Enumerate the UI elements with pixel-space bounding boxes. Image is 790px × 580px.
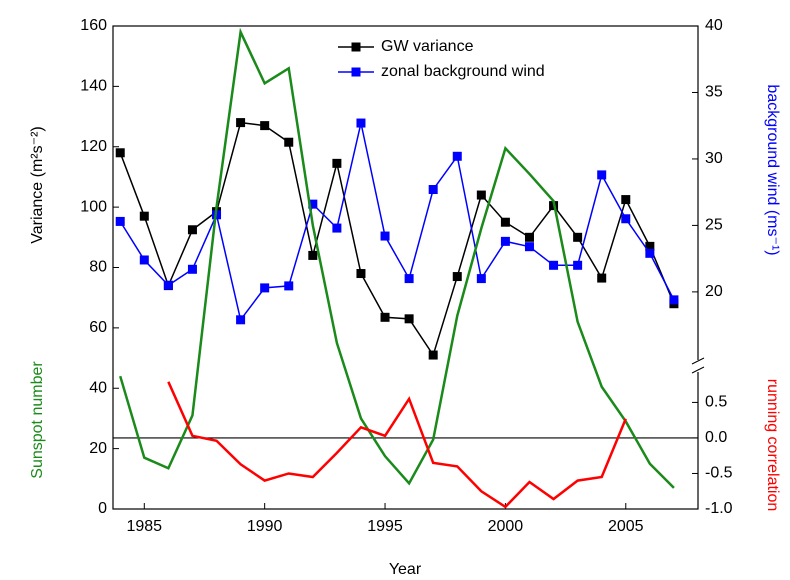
x-tick-label: 2005 xyxy=(608,518,644,535)
marker xyxy=(356,118,366,128)
marker xyxy=(115,148,125,158)
marker xyxy=(500,217,510,227)
y2-tick-label: 20 xyxy=(705,283,723,300)
marker xyxy=(187,264,197,274)
marker xyxy=(452,151,462,161)
y2-tick-label: 35 xyxy=(705,84,723,101)
y2-axis-label: background wind (ms⁻¹) xyxy=(764,84,781,255)
marker xyxy=(332,158,342,168)
marker xyxy=(621,214,631,224)
y3-tick-label: 0.0 xyxy=(705,429,727,446)
marker xyxy=(236,315,246,325)
y-axis-label: Variance (m²s⁻²) xyxy=(29,126,46,244)
y-tick-label: 120 xyxy=(80,138,107,155)
marker xyxy=(308,199,318,209)
marker xyxy=(669,295,679,305)
marker xyxy=(645,248,655,258)
axis-break xyxy=(691,357,705,365)
marker xyxy=(284,281,294,291)
y-tick-label: 40 xyxy=(89,379,107,396)
marker xyxy=(163,280,173,290)
legend-marker xyxy=(351,67,361,77)
marker xyxy=(332,223,342,233)
marker xyxy=(404,274,414,284)
legend-label: zonal background wind xyxy=(381,63,545,80)
marker xyxy=(573,232,583,242)
marker xyxy=(404,314,414,324)
marker xyxy=(139,255,149,265)
y-tick-label: 0 xyxy=(98,500,107,517)
axis-break-gap xyxy=(694,360,704,372)
marker xyxy=(597,273,607,283)
marker xyxy=(621,195,631,205)
marker xyxy=(260,121,270,131)
series-line xyxy=(119,27,675,489)
x-tick-label: 1995 xyxy=(367,518,403,535)
y3-axis-label: running correlation xyxy=(764,379,781,512)
marker xyxy=(139,211,149,221)
marker xyxy=(452,272,462,282)
marker xyxy=(573,260,583,270)
x-axis-label: Year xyxy=(389,561,422,578)
y-tick-label: 60 xyxy=(89,319,107,336)
marker xyxy=(284,137,294,147)
y-tick-label: 80 xyxy=(89,259,107,276)
series-line xyxy=(119,122,675,322)
marker xyxy=(187,225,197,235)
legend-label: GW variance xyxy=(381,38,474,55)
marker xyxy=(380,231,390,241)
x-tick-label: 2000 xyxy=(488,518,524,535)
y2-tick-label: 30 xyxy=(705,150,723,167)
y-axis-label: Sunspot number xyxy=(29,361,46,479)
marker xyxy=(524,232,534,242)
y3-tick-label: -1.0 xyxy=(705,500,733,517)
y-tick-label: 160 xyxy=(80,17,107,34)
x-tick-label: 1985 xyxy=(126,518,162,535)
legend-marker xyxy=(351,42,361,52)
series-line xyxy=(167,381,627,509)
y3-tick-label: -0.5 xyxy=(705,465,733,482)
marker xyxy=(428,350,438,360)
y3-tick-label: 0.5 xyxy=(705,394,727,411)
marker xyxy=(356,269,366,279)
marker xyxy=(476,274,486,284)
marker xyxy=(500,236,510,246)
marker xyxy=(236,118,246,128)
y-tick-label: 140 xyxy=(80,78,107,95)
axis-break xyxy=(691,366,705,374)
y-tick-label: 100 xyxy=(80,198,107,215)
marker xyxy=(597,170,607,180)
y2-tick-label: 25 xyxy=(705,217,723,234)
x-tick-label: 1990 xyxy=(247,518,283,535)
marker xyxy=(428,185,438,195)
marker xyxy=(476,190,486,200)
y2-tick-label: 40 xyxy=(705,17,723,34)
y-tick-label: 20 xyxy=(89,440,107,457)
marker xyxy=(645,241,655,251)
marker xyxy=(524,242,534,252)
marker xyxy=(115,216,125,226)
marker xyxy=(380,312,390,322)
marker xyxy=(549,260,559,270)
marker xyxy=(308,250,318,260)
marker xyxy=(260,283,270,293)
